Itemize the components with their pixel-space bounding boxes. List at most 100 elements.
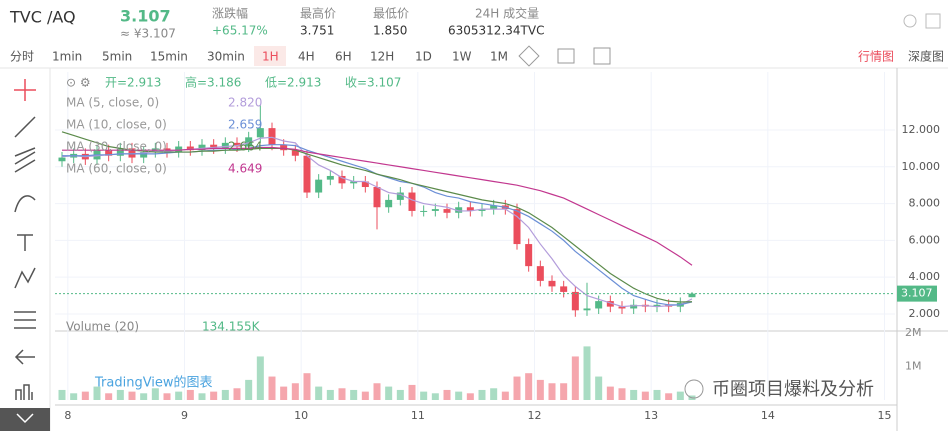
- interval-button[interactable]: 1D: [415, 50, 432, 64]
- volume-bar: [373, 383, 381, 400]
- volume-bar: [676, 391, 684, 400]
- interval-button[interactable]: 6H: [335, 50, 352, 64]
- tool-crosshair[interactable]: [14, 79, 36, 101]
- candle-body: [256, 128, 264, 138]
- x-tick-label: 9: [181, 409, 188, 422]
- tool-icon[interactable]: [593, 47, 611, 65]
- candle-body: [618, 306, 626, 309]
- ma-legend-value: 2.664: [228, 140, 262, 154]
- stat-value: 6305312.34TVC: [448, 24, 544, 38]
- volume-bar: [571, 356, 579, 400]
- collapse-button[interactable]: [0, 408, 50, 431]
- x-tick-label: 11: [411, 409, 425, 422]
- volume-bar: [186, 389, 194, 400]
- view-tab[interactable]: 行情图: [858, 50, 894, 64]
- interval-button[interactable]: 1H: [262, 50, 279, 64]
- volume-bar: [630, 389, 638, 400]
- ma-legend: MA (5, close, 0) 2.820 MA (10, close, 0) 2.…: [66, 96, 262, 176]
- candle-body: [595, 301, 603, 309]
- interval-button[interactable]: 12H: [370, 50, 394, 64]
- candle-body: [140, 152, 148, 158]
- candle-body: [653, 304, 661, 307]
- volume-bar: [420, 391, 428, 400]
- stat-value: 3.751: [300, 24, 334, 38]
- volume-bar: [385, 386, 393, 400]
- candle-body: [58, 157, 66, 162]
- candle-body: [116, 148, 124, 156]
- stat-label: 最高价: [300, 6, 336, 21]
- candle-body: [490, 205, 498, 210]
- volume-bar: [548, 383, 556, 400]
- theme-icon[interactable]: [903, 14, 917, 28]
- candle-body: [385, 199, 393, 208]
- tool-measure[interactable]: [14, 311, 36, 329]
- ohlc-legend: 低=2.913: [265, 76, 321, 90]
- tool-back[interactable]: [14, 349, 35, 365]
- interval-button[interactable]: 4H: [298, 50, 315, 64]
- candle-body: [315, 179, 323, 193]
- volume-bar: [653, 389, 661, 400]
- interval-button[interactable]: 1min: [52, 50, 82, 64]
- volume-bar: [81, 391, 89, 400]
- candle-body: [513, 209, 521, 245]
- tool-fib[interactable]: [14, 147, 36, 173]
- volume-bar: [665, 393, 673, 400]
- y-tick-label: 4.000: [909, 270, 941, 283]
- collapse-icon: [16, 413, 34, 424]
- volume-bar: [163, 393, 171, 400]
- tool-indicator[interactable]: [15, 384, 33, 400]
- volume-bar: [361, 391, 369, 400]
- x-tick-label: 15: [878, 409, 892, 422]
- y-tick-label: 2.000: [909, 307, 941, 320]
- tool-pattern[interactable]: [14, 267, 36, 289]
- volume-bar: [221, 389, 229, 400]
- candle-body: [326, 175, 334, 180]
- x-tick-label: 14: [761, 409, 775, 422]
- ma-legend-value: 4.649: [228, 162, 262, 176]
- volume-bar: [443, 389, 451, 400]
- volume-bar: [350, 389, 358, 400]
- tool-trendline[interactable]: [14, 116, 36, 138]
- candle-body: [233, 142, 241, 147]
- legend-icon: ⊙ ⚙: [66, 76, 91, 90]
- tool-brush[interactable]: [14, 195, 36, 213]
- volume-bar: [303, 373, 311, 400]
- chart: 2.000 4.000 6.000 8.000 10.000 12.000 8 9 10 11 12…: [55, 68, 948, 431]
- candle-body: [198, 144, 206, 151]
- candle-body: [525, 244, 533, 267]
- volume-bar: [513, 376, 521, 400]
- candle-body: [536, 266, 544, 281]
- volume-bar: [478, 389, 486, 400]
- volume-bar: [431, 393, 439, 400]
- interval-button[interactable]: 1M: [490, 50, 508, 64]
- ma-line: [61, 131, 693, 303]
- candle-body: [373, 187, 381, 208]
- ohlc-legend: 高=3.186: [185, 75, 241, 90]
- view-tab[interactable]: 深度图: [908, 49, 944, 64]
- volume-bar: [58, 389, 66, 400]
- interval-button[interactable]: 1W: [452, 50, 472, 64]
- interval-button[interactable]: 分时: [10, 50, 34, 64]
- candle-body: [221, 142, 229, 149]
- volume-bar: [490, 388, 498, 400]
- interval-button[interactable]: 30min: [207, 50, 245, 64]
- candle-body: [338, 175, 346, 184]
- candle-body: [688, 293, 696, 298]
- fullscreen-icon[interactable]: [925, 13, 941, 29]
- tool-icon[interactable]: [518, 45, 540, 67]
- interval-button[interactable]: 15min: [150, 50, 188, 64]
- volume-bar: [245, 379, 253, 400]
- tool-icon[interactable]: [557, 48, 575, 64]
- volume-bar: [233, 388, 241, 400]
- stat-value: 1.850: [373, 24, 407, 38]
- tool-text[interactable]: [17, 234, 33, 251]
- volume-bar: [338, 388, 346, 400]
- watermark: 币圈项目爆料及分析: [712, 379, 874, 400]
- interval-button[interactable]: 5min: [102, 50, 132, 64]
- ohlc-legend: 收=3.107: [345, 76, 401, 90]
- candle-body: [466, 207, 474, 211]
- candle-body: [583, 308, 591, 311]
- watermark-icon: [684, 379, 704, 399]
